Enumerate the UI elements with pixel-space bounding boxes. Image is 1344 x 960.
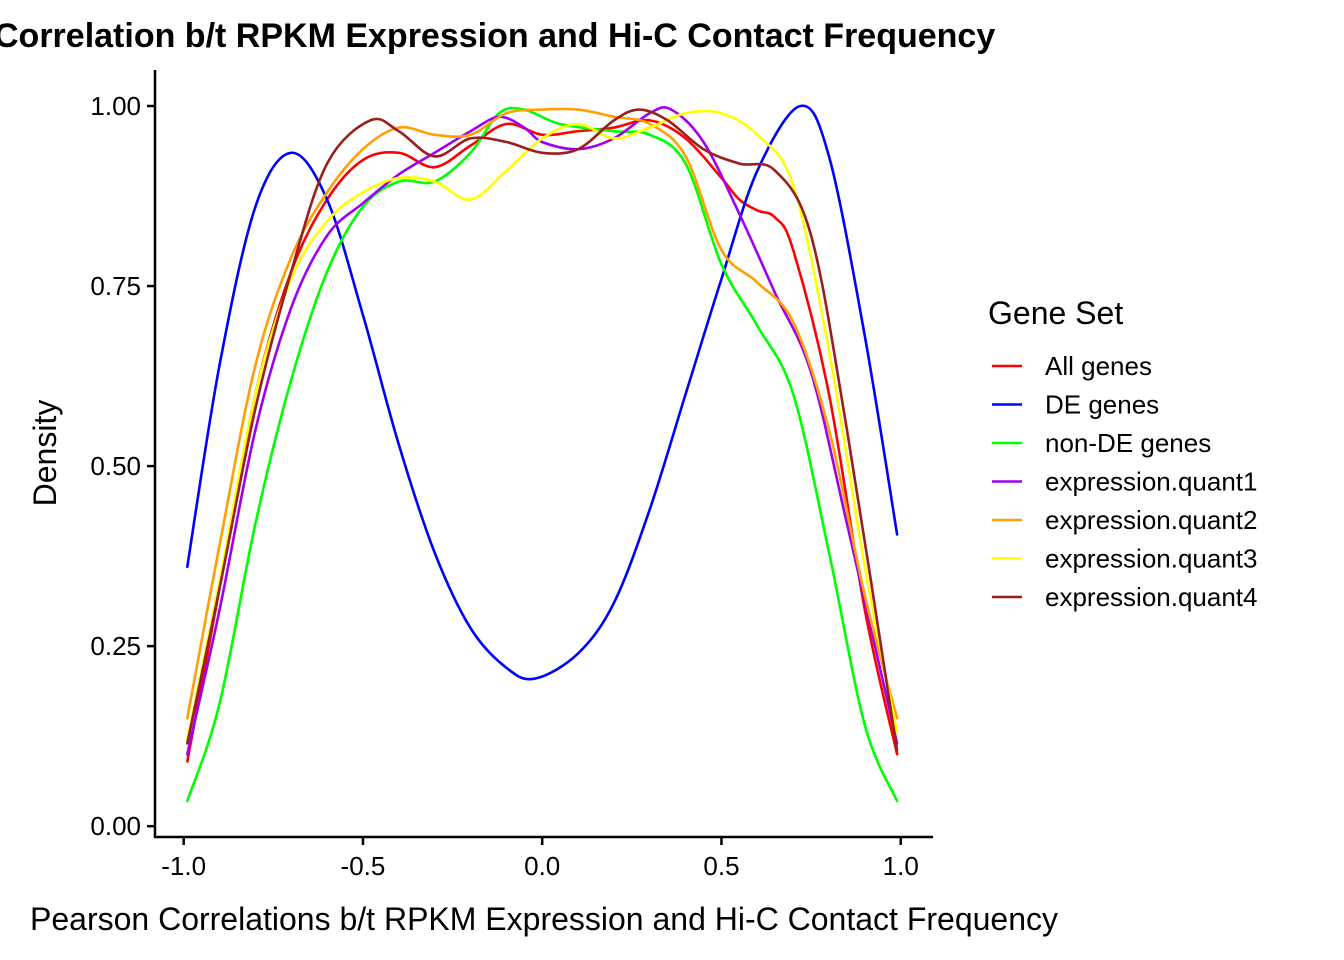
x-tick-label: -1.0 [161, 851, 206, 881]
y-tick-label: 0.00 [90, 811, 141, 841]
legend-label: non-DE genes [1045, 428, 1211, 458]
series-line-all-genes [186, 118, 899, 763]
series-line-non-de-genes [186, 106, 899, 803]
y-tick-label: 0.75 [90, 271, 141, 301]
x-axis-ticks: -1.0 -0.5 0.0 0.5 1.0 [161, 837, 919, 881]
legend-label: All genes [1045, 351, 1152, 381]
x-axis-title: Pearson Correlations b/t RPKM Expression… [30, 901, 1058, 937]
x-tick-label: 0.5 [703, 851, 739, 881]
x-tick-label: 1.0 [883, 851, 919, 881]
x-tick-label: -0.5 [341, 851, 386, 881]
series-line-expression-quant1 [186, 106, 899, 756]
y-tick-label: 0.25 [90, 631, 141, 661]
legend-label: expression.quant2 [1045, 505, 1257, 535]
legend: Gene Set All genes DE genes non-DE genes ex… [988, 295, 1257, 612]
legend-label: expression.quant4 [1045, 582, 1257, 612]
y-tick-label: 0.50 [90, 451, 141, 481]
plot-lines [186, 104, 899, 803]
series-line-expression-quant2 [186, 107, 899, 720]
y-tick-label: 1.00 [90, 91, 141, 121]
legend-label: expression.quant1 [1045, 467, 1257, 497]
chart-title: Correlation b/t RPKM Expression and Hi-C… [0, 17, 995, 55]
series-line-expression-quant4 [186, 108, 899, 752]
y-axis-title: Density [27, 400, 63, 507]
legend-title: Gene Set [988, 295, 1123, 331]
legend-label: DE genes [1045, 390, 1159, 420]
x-tick-label: 0.0 [524, 851, 560, 881]
y-axis-ticks: 0.00 0.25 0.50 0.75 1.00 [90, 91, 155, 841]
series-line-de-genes [186, 104, 899, 681]
series-line-expression-quant3 [186, 109, 899, 742]
legend-label: expression.quant3 [1045, 544, 1257, 574]
